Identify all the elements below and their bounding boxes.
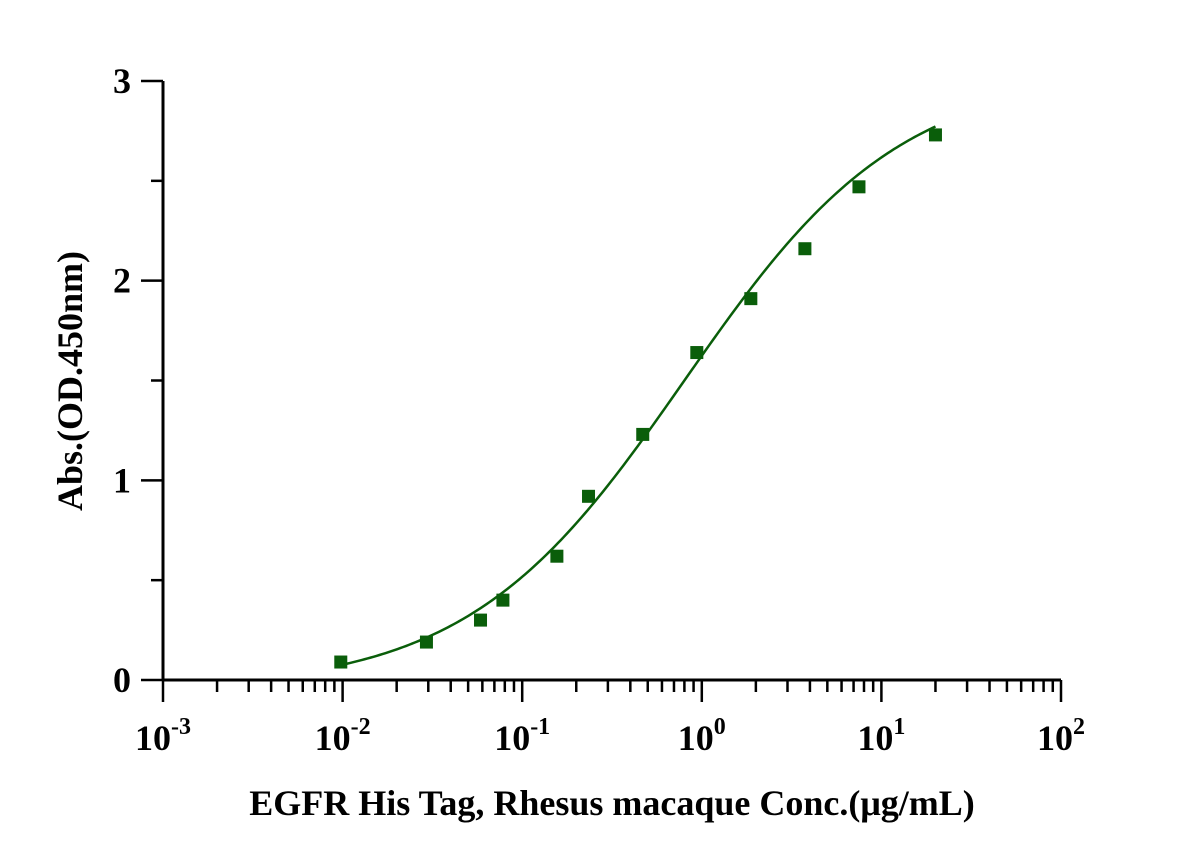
x-tick-label: 10-3: [135, 714, 191, 758]
y-tick-label: 2: [113, 261, 131, 301]
x-tick-label: 102: [1037, 714, 1085, 758]
data-point: [496, 593, 510, 607]
data-point: [419, 635, 433, 649]
x-tick-label: 10-1: [494, 714, 550, 758]
x-tick-label: 100: [678, 714, 726, 758]
fit-curve: [340, 125, 936, 667]
x-tick-exponent: -2: [351, 714, 371, 740]
x-tick-base: 10: [494, 718, 530, 758]
data-point: [852, 180, 866, 194]
data-point: [582, 489, 596, 503]
fit-curve-layer: [340, 125, 936, 667]
x-tick-exponent: -1: [530, 714, 550, 740]
x-tick-label: 101: [857, 714, 905, 758]
data-point: [928, 128, 942, 142]
x-tick-exponent: 1: [893, 714, 905, 740]
tick-marks: [141, 79, 1063, 702]
x-tick-base: 10: [135, 718, 171, 758]
data-point: [636, 427, 650, 441]
data-point: [744, 292, 758, 306]
y-tick-label: 3: [113, 61, 131, 101]
axes: [161, 81, 1061, 682]
data-point: [474, 613, 488, 627]
y-tick-label: 1: [113, 460, 131, 500]
data-point: [690, 346, 704, 360]
y-axis-title: Abs.(OD.450nm): [50, 251, 90, 511]
y-tick-label: 0: [113, 660, 131, 700]
data-points: [334, 128, 942, 669]
x-tick-base: 10: [1037, 718, 1073, 758]
data-point: [334, 655, 348, 669]
x-tick-base: 10: [678, 718, 714, 758]
x-tick-base: 10: [857, 718, 893, 758]
x-tick-base: 10: [315, 718, 351, 758]
x-tick-exponent: -3: [171, 714, 191, 740]
x-tick-exponent: 2: [1073, 714, 1085, 740]
x-tick-label: 10-2: [315, 714, 371, 758]
data-point: [798, 242, 812, 256]
x-tick-exponent: 0: [714, 714, 726, 740]
data-point: [550, 549, 564, 563]
x-axis-title: EGFR His Tag, Rhesus macaque Conc.(μg/mL…: [249, 783, 974, 823]
